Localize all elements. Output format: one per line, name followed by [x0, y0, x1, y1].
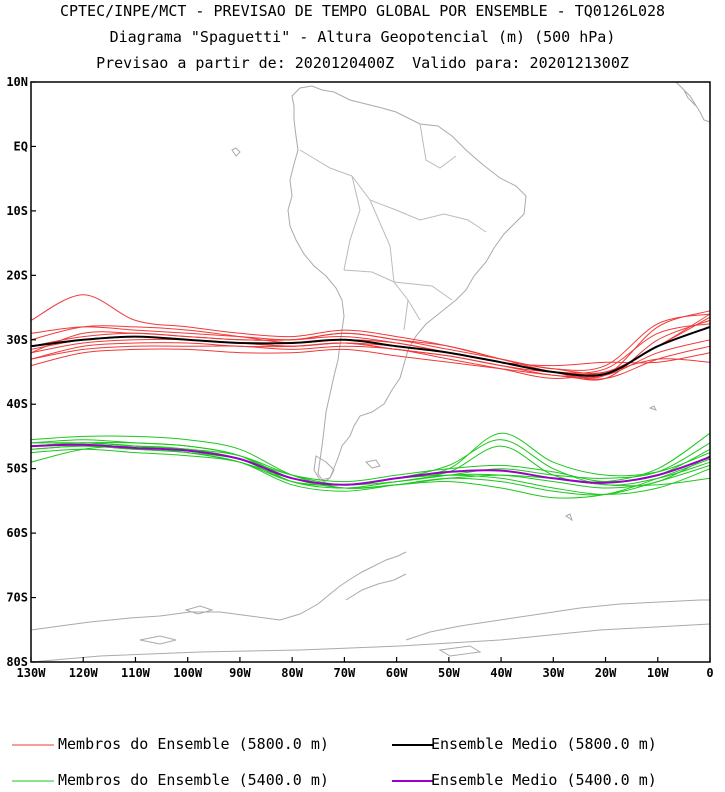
series-line-red-5 [30, 345, 711, 380]
chart-title-line-2: Diagrama "Spaguetti" - Altura Geopotenci… [109, 28, 616, 46]
x-tick-label: 20W [595, 666, 617, 680]
series-line-purple-21 [30, 443, 711, 486]
y-tick-label: EQ [14, 139, 28, 153]
y-tick-label: 50S [6, 462, 28, 476]
y-tick-label: 40S [6, 397, 28, 411]
atlantic-islands [231, 147, 657, 522]
plot-area [31, 82, 710, 662]
y-tick-label: 60S [6, 526, 28, 540]
legend-label-black-mean: Ensemble Medio (5800.0 m) [431, 735, 657, 753]
y-tick-label: 70S [6, 591, 28, 605]
legend-lines [12, 744, 434, 782]
series-line-red-3 [30, 310, 711, 379]
x-tick-label: 110W [121, 666, 151, 680]
x-tick-label: 30W [542, 666, 564, 680]
y-tick-label: 20S [6, 268, 28, 282]
series-line-red-9 [30, 331, 711, 367]
south-america-coastline [287, 85, 527, 483]
y-tick-label: 80S [6, 655, 28, 669]
africa-coastline [675, 81, 711, 123]
series-line-green-20 [30, 442, 711, 499]
tierra-del-fuego [313, 455, 335, 481]
legend-label-purple-mean: Ensemble Medio (5400.0 m) [431, 771, 657, 789]
chart-title-line-1: CPTEC/INPE/MCT - PREVISAO DE TEMPO GLOBA… [59, 2, 666, 20]
x-tick-label: 70W [334, 666, 356, 680]
chart-title-line-3: Previsao a partir de: 2020120400Z Valido… [96, 54, 629, 72]
x-tick-label: 0 [706, 666, 713, 680]
x-tick-label: 130W [17, 666, 47, 680]
series-line-red-6 [30, 313, 711, 371]
x-tick-label: 80W [281, 666, 303, 680]
antarctica-coastline [30, 551, 711, 663]
y-tick-label: 10S [6, 204, 28, 218]
x-tick-label: 50W [438, 666, 460, 680]
antarctic-islands [139, 605, 482, 657]
x-tick-label: 100W [173, 666, 203, 680]
x-tick-label: 40W [490, 666, 512, 680]
x-tick-label: 60W [386, 666, 408, 680]
legend-label-red-members: Membros do Ensemble (5800.0 m) [58, 735, 329, 753]
y-tick-label: 10N [6, 75, 28, 89]
series-line-red-8 [30, 345, 711, 379]
plot-frame [30, 81, 711, 663]
y-tick-label: 30S [6, 333, 28, 347]
x-tick-label: 10W [647, 666, 669, 680]
legend-label-green-members: Membros do Ensemble (5400.0 m) [58, 771, 329, 789]
coastlines [30, 81, 711, 663]
series-layer [30, 294, 711, 499]
series-line-black-10 [30, 325, 711, 377]
x-tick-label: 120W [69, 666, 99, 680]
x-tick-label: 90W [229, 666, 251, 680]
south-america-borders [299, 123, 487, 331]
falkland-islands [364, 459, 381, 469]
series-line-green-19 [30, 445, 711, 483]
